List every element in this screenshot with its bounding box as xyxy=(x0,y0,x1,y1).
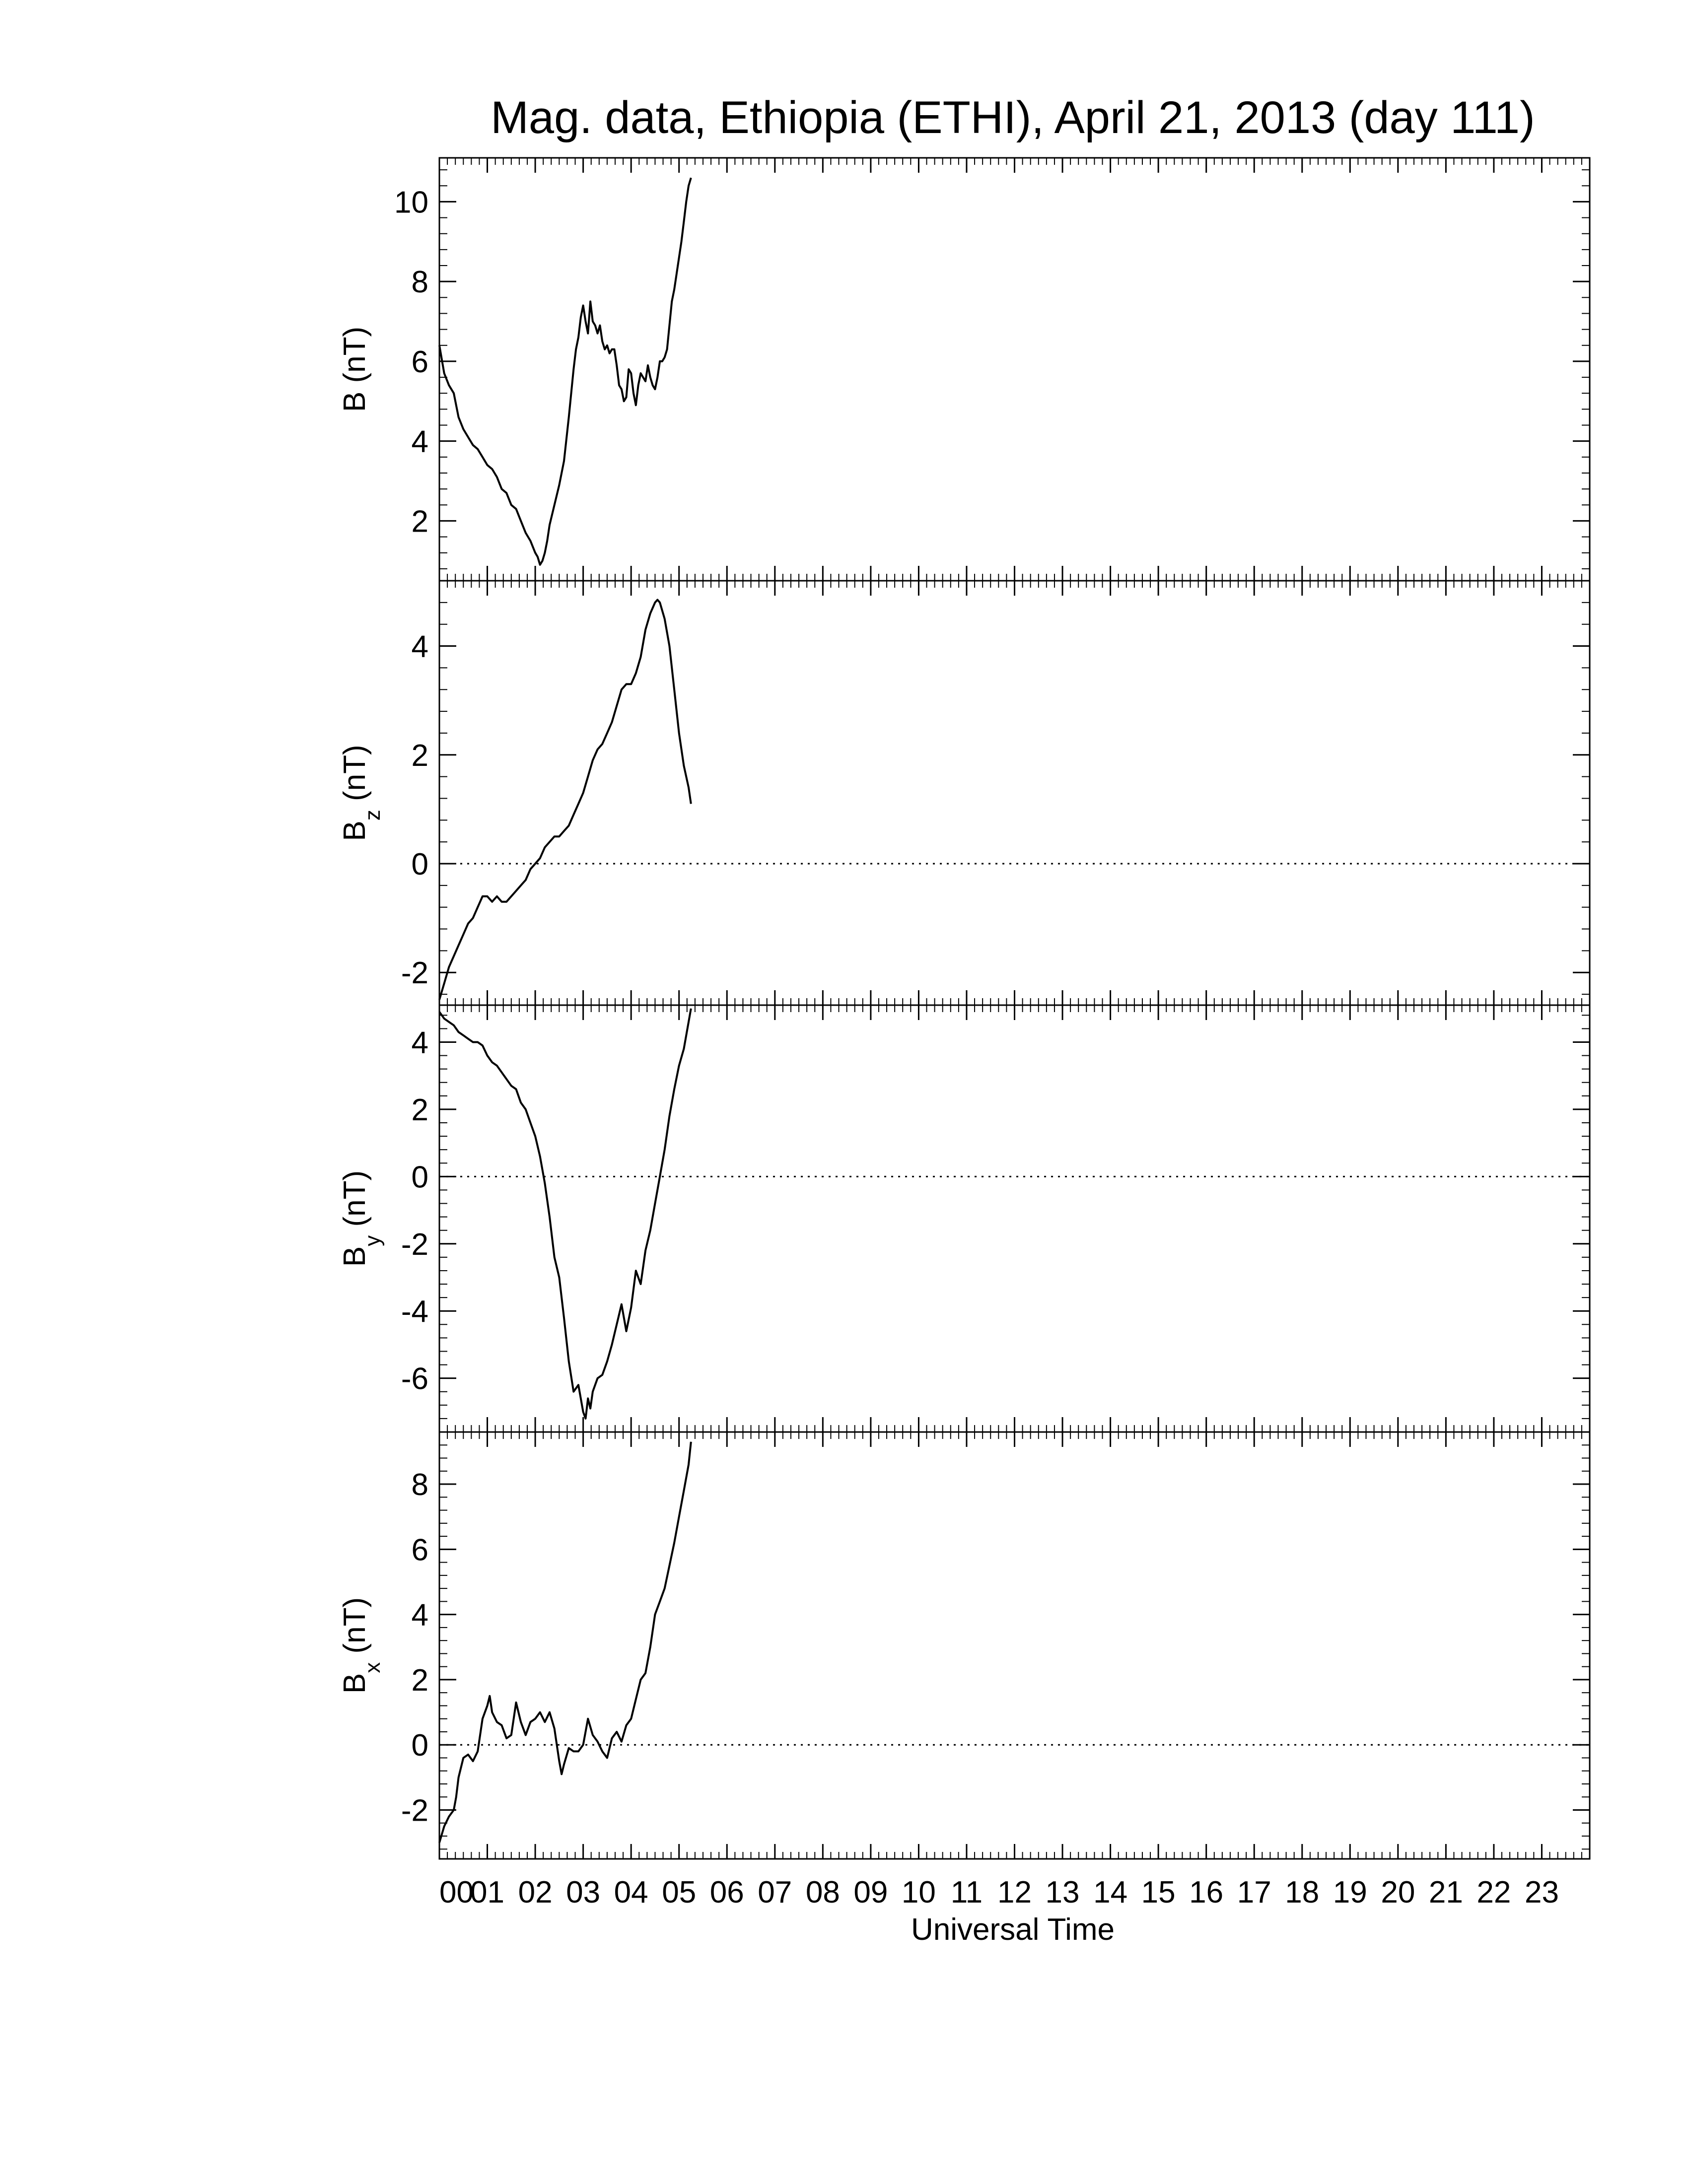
y-axis-label-main: B xyxy=(338,820,372,841)
y-axis-label-main: B xyxy=(338,1246,372,1267)
x-tick-label: 20 xyxy=(1381,1875,1415,1910)
y-tick-label: 0 xyxy=(412,1160,428,1194)
x-tick-label: 13 xyxy=(1046,1875,1080,1910)
plot-frame xyxy=(438,1004,1591,1433)
panel-B: 2 4 6 8 10 B (nT) xyxy=(338,157,1591,582)
y-tick-label: 4 xyxy=(412,630,428,664)
x-tick-label: 16 xyxy=(1189,1875,1223,1910)
y-tick-label: 4 xyxy=(412,1025,428,1060)
x-tick-label: 08 xyxy=(806,1875,840,1910)
y-axis-label-subscript: z xyxy=(360,810,385,820)
series-line-Bz xyxy=(438,599,692,1000)
y-tick-label: 4 xyxy=(412,1598,428,1633)
x-tick-label: 15 xyxy=(1141,1875,1176,1910)
y-tick-label: 6 xyxy=(412,345,428,379)
x-tick-label: 02 xyxy=(518,1875,553,1910)
y-tick-label: -4 xyxy=(401,1295,428,1329)
x-axis-label: Universal Time xyxy=(911,1912,1115,1947)
y-axis-label-units: (nT) xyxy=(338,1597,372,1662)
y-axis-label-units: (nT) xyxy=(338,745,372,810)
y-tick-label: 6 xyxy=(412,1533,428,1567)
y-tick-label: 8 xyxy=(412,265,428,299)
x-tick-label: 21 xyxy=(1429,1875,1463,1910)
y-tick-label: -2 xyxy=(401,1228,428,1262)
x-tick-label: 14 xyxy=(1093,1875,1127,1910)
y-axis-label-units: (nT) xyxy=(338,327,372,392)
y-axis-label: B (nT) xyxy=(338,327,372,412)
x-tick-label: 23 xyxy=(1525,1875,1559,1910)
y-tick-label: 2 xyxy=(412,739,428,773)
series-line-Bx xyxy=(438,1441,692,1843)
series-line-B xyxy=(438,177,692,566)
plot-frame xyxy=(438,157,1591,582)
panel-Bx: -2 0 2 4 6 8 Bx (nT) xyxy=(338,1431,1591,1860)
x-tick-label: 06 xyxy=(710,1875,744,1910)
y-tick-label: 10 xyxy=(394,185,428,219)
y-tick-label: 4 xyxy=(412,425,428,459)
x-tick-label: 19 xyxy=(1333,1875,1367,1910)
x-tick-label: 05 xyxy=(662,1875,696,1910)
x-tick-label: 00 xyxy=(439,1875,474,1910)
y-axis-label-main: B xyxy=(338,1673,372,1694)
y-tick-label: -2 xyxy=(401,1794,428,1828)
y-axis-label-subscript: x xyxy=(360,1662,385,1673)
plot-frame xyxy=(438,580,1591,1006)
y-axis-label: Bz (nT) xyxy=(338,745,385,841)
x-tick-label: 09 xyxy=(853,1875,888,1910)
x-tick-label: 12 xyxy=(997,1875,1032,1910)
panel-By: -6 -4 -2 0 2 4 By (nT) xyxy=(338,1004,1591,1433)
y-axis-label-units: (nT) xyxy=(338,1170,372,1235)
y-tick-label: 2 xyxy=(412,1663,428,1698)
y-tick-label: 2 xyxy=(412,1093,428,1127)
x-tick-label: 17 xyxy=(1237,1875,1271,1910)
y-tick-label: -2 xyxy=(401,956,428,990)
x-tick-label: 04 xyxy=(614,1875,648,1910)
x-tick-label: 01 xyxy=(470,1875,504,1910)
x-tick-label: 22 xyxy=(1477,1875,1511,1910)
panels: 2 4 6 8 10 B (nT) -2 0 2 4 Bz (nT) -6 -4 -2 0 2 4 By (nT)… xyxy=(338,157,1591,1860)
y-tick-label: 0 xyxy=(412,847,428,882)
panel-Bz: -2 0 2 4 Bz (nT) xyxy=(338,580,1591,1006)
y-tick-label: -6 xyxy=(401,1362,428,1396)
series-line-By xyxy=(438,1008,692,1420)
x-tick-label: 07 xyxy=(758,1875,792,1910)
y-axis-label-main: B xyxy=(338,392,372,412)
y-tick-label: 0 xyxy=(412,1728,428,1763)
y-axis-label-subscript: y xyxy=(360,1235,385,1246)
x-tick-label: 11 xyxy=(951,1875,983,1910)
x-tick-label: 18 xyxy=(1285,1875,1319,1910)
y-axis-label: Bx (nT) xyxy=(338,1597,385,1694)
chart-title: Mag. data, Ethiopia (ETHI), April 21, 20… xyxy=(491,92,1535,143)
x-tick-label: 03 xyxy=(566,1875,600,1910)
plot-frame xyxy=(438,1431,1591,1860)
y-tick-label: 2 xyxy=(412,504,428,539)
y-tick-label: 8 xyxy=(412,1468,428,1502)
x-tick-label: 10 xyxy=(902,1875,936,1910)
y-axis-label: By (nT) xyxy=(338,1170,385,1267)
